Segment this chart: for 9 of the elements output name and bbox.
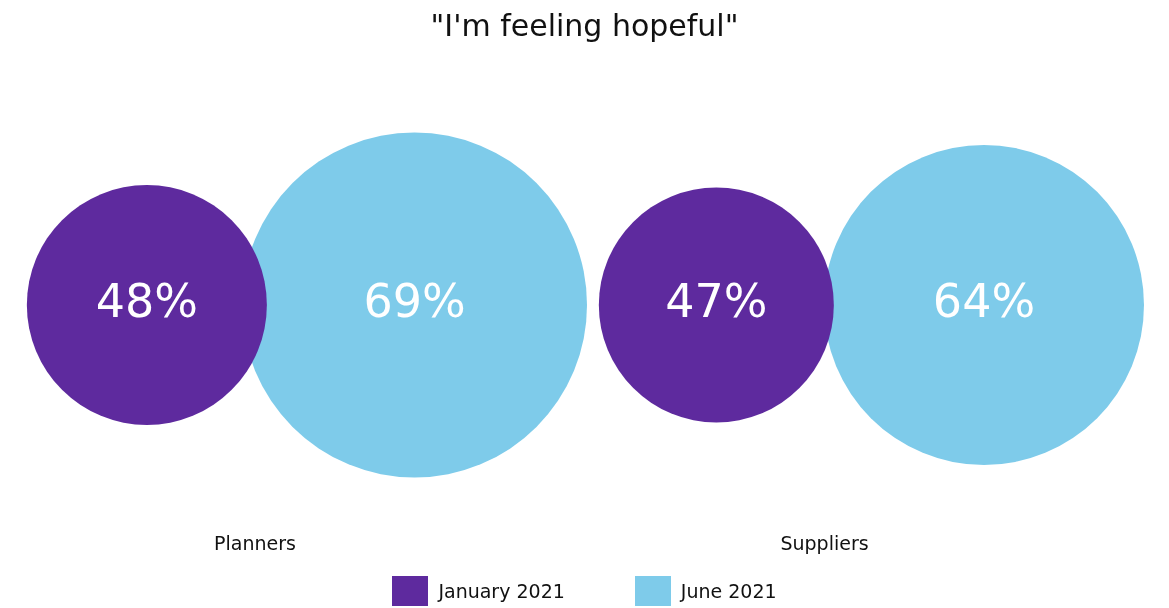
legend-label: January 2021 [438, 580, 565, 602]
data-label: 47% [665, 273, 768, 328]
category-label: Suppliers [780, 531, 869, 554]
text: "I'm feeling hopeful" [429, 8, 740, 43]
data-label: 69% [363, 273, 466, 328]
data-label: 48% [95, 273, 198, 328]
legend-label: June 2021 [680, 580, 777, 602]
data-label: 64% [932, 273, 1036, 328]
category-label: Planners [214, 531, 296, 554]
